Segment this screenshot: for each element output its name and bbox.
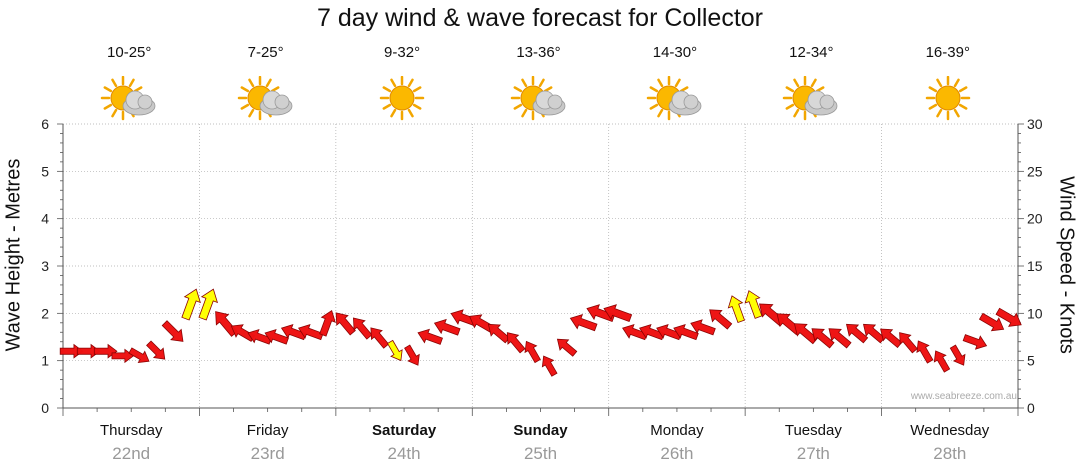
wind-arrow bbox=[417, 328, 443, 345]
day-date-label: 25th bbox=[524, 444, 557, 463]
day-name-label: Saturday bbox=[372, 422, 437, 439]
y2-tick-label: 15 bbox=[1027, 258, 1043, 274]
wind-arrow bbox=[198, 288, 219, 321]
wind-arrow bbox=[933, 350, 951, 373]
credit-text: www.seabreeze.com.au bbox=[910, 391, 1017, 402]
temperature-label: 14-30° bbox=[652, 44, 698, 61]
wind-arrow bbox=[744, 290, 763, 319]
day-date-label: 28th bbox=[933, 444, 966, 463]
temperature-label: 7-25° bbox=[247, 44, 284, 61]
day-date-label: 27th bbox=[797, 444, 830, 463]
wind-arrow bbox=[111, 348, 135, 364]
sun-cloud-icon bbox=[646, 76, 702, 121]
wind-arrow bbox=[569, 313, 598, 332]
wind-arrows bbox=[59, 288, 1022, 377]
wind-arrow bbox=[181, 288, 201, 321]
y2-tick-label: 30 bbox=[1027, 116, 1043, 132]
day-name-label: Monday bbox=[650, 422, 704, 439]
day-name-label: Wednesday bbox=[910, 422, 989, 439]
wind-arrow bbox=[264, 329, 289, 345]
wind-arrow bbox=[161, 320, 184, 342]
y-tick-label: 6 bbox=[41, 116, 49, 132]
y-tick-label: 4 bbox=[41, 211, 49, 227]
sun-icon bbox=[925, 76, 971, 121]
wind-arrow bbox=[962, 334, 988, 350]
grid-lines bbox=[63, 123, 1018, 409]
wind-arrow bbox=[916, 340, 934, 364]
y2-axis-label: Wind Speed - Knots bbox=[1055, 176, 1078, 354]
sun-cloud-icon bbox=[510, 76, 565, 121]
wind-arrow bbox=[673, 324, 699, 341]
wind-arrow bbox=[949, 344, 966, 366]
wind-arrow bbox=[353, 317, 373, 340]
wind-arrow bbox=[146, 340, 166, 360]
wind-arrow bbox=[978, 312, 1005, 332]
y-tick-label: 5 bbox=[41, 163, 49, 179]
wind-arrow bbox=[811, 328, 835, 349]
temperature-label: 12-34° bbox=[789, 44, 834, 61]
y-axis-label: Wave Height - Metres bbox=[2, 158, 25, 352]
wind-arrow bbox=[845, 323, 869, 344]
wind-arrow bbox=[603, 304, 633, 322]
temperature-label: 10-25° bbox=[107, 44, 152, 61]
y2-tick-label: 10 bbox=[1027, 305, 1043, 321]
wind-arrow bbox=[386, 339, 403, 362]
wind-arrow bbox=[433, 318, 461, 336]
sun-cloud-icon bbox=[100, 76, 156, 121]
day-date-label: 22nd bbox=[112, 444, 150, 463]
wind-arrow bbox=[828, 328, 852, 349]
day-date-label: 24th bbox=[388, 444, 421, 463]
wind-arrow bbox=[506, 332, 526, 354]
y-tick-label: 0 bbox=[41, 400, 49, 416]
y2-tick-label: 25 bbox=[1027, 163, 1043, 179]
sun-cloud-icon bbox=[237, 76, 293, 121]
wind-arrow bbox=[335, 312, 356, 336]
y-tick-label: 2 bbox=[41, 305, 49, 321]
y2-tick-label: 20 bbox=[1027, 211, 1043, 227]
sun-icon bbox=[379, 76, 425, 121]
day-date-label: 23rd bbox=[251, 444, 285, 463]
wind-arrow bbox=[899, 332, 918, 354]
wind-arrow bbox=[690, 319, 716, 336]
wind-arrow bbox=[556, 338, 578, 357]
wind-arrow bbox=[319, 310, 336, 337]
day-name-label: Thursday bbox=[100, 422, 163, 439]
y-tick-label: 3 bbox=[41, 258, 49, 274]
axes: 0 1 2 3 4 5 6 0 5 10 15 20 25 30 bbox=[41, 116, 1043, 416]
wind-arrow bbox=[404, 344, 420, 366]
wind-arrow bbox=[727, 295, 746, 323]
wind-arrow bbox=[709, 309, 733, 330]
wind-arrow bbox=[524, 340, 541, 364]
y2-tick-label: 5 bbox=[1027, 353, 1035, 369]
day-name-label: Friday bbox=[247, 422, 289, 439]
y-tick-label: 1 bbox=[41, 353, 49, 369]
day-name-label: Tuesday bbox=[785, 422, 842, 439]
sun-cloud-icon bbox=[783, 76, 838, 121]
wind-arrow bbox=[995, 307, 1022, 327]
wind-arrow bbox=[128, 347, 150, 364]
chart-title: 7 day wind & wave forecast for Collector bbox=[316, 4, 764, 32]
wind-arrow bbox=[370, 327, 390, 349]
temperature-label: 13-36° bbox=[516, 44, 561, 61]
temperature-label: 9-32° bbox=[384, 44, 421, 61]
y2-tick-label: 0 bbox=[1027, 400, 1035, 416]
day-name-label: Sunday bbox=[513, 422, 568, 439]
wind-arrow bbox=[541, 355, 558, 377]
x-axis-labels: Thursday 22nd Friday 23rd Saturday 24th Sunday… bbox=[100, 422, 990, 463]
day-date-label: 26th bbox=[660, 444, 693, 463]
temperature-label: 16-39° bbox=[925, 44, 970, 61]
